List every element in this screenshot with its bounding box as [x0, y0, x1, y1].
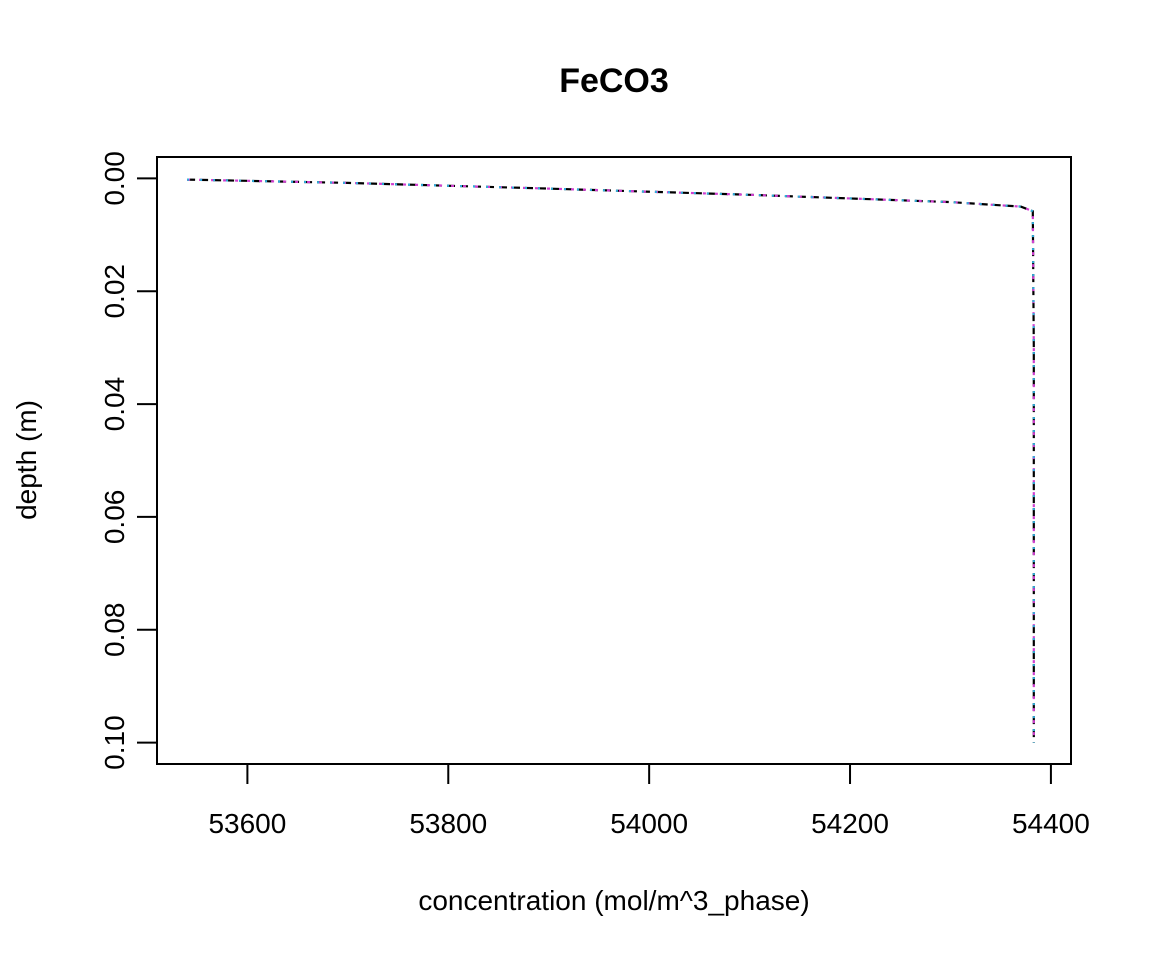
x-tick-label: 54400: [1012, 808, 1090, 839]
x-axis: 53600 53800 54000 54200 54400: [208, 763, 1090, 839]
x-tick-label: 54200: [811, 808, 889, 839]
y-tick-label: 0.00: [99, 151, 130, 206]
y-tick-label: 0.10: [99, 715, 130, 770]
x-tick-label: 54000: [610, 808, 688, 839]
series-line: [187, 178, 1035, 743]
y-tick-label: 0.04: [99, 377, 130, 432]
y-tick-label: 0.02: [99, 264, 130, 319]
plot-frame: [156, 156, 1072, 765]
x-tick-label: 53600: [208, 808, 286, 839]
chart-title: FeCO3: [559, 62, 669, 100]
y-tick-label: 0.08: [99, 602, 130, 657]
series-line: [187, 178, 1035, 743]
series-group: [187, 178, 1035, 743]
x-axis-label: concentration (mol/m^3_phase): [418, 885, 809, 916]
y-axis-label: depth (m): [11, 400, 42, 520]
y-tick-label: 0.06: [99, 490, 130, 545]
y-axis: 0.00 0.02 0.04 0.06 0.08 0.10: [99, 151, 158, 770]
series-line: [187, 178, 1035, 743]
x-tick-label: 53800: [409, 808, 487, 839]
